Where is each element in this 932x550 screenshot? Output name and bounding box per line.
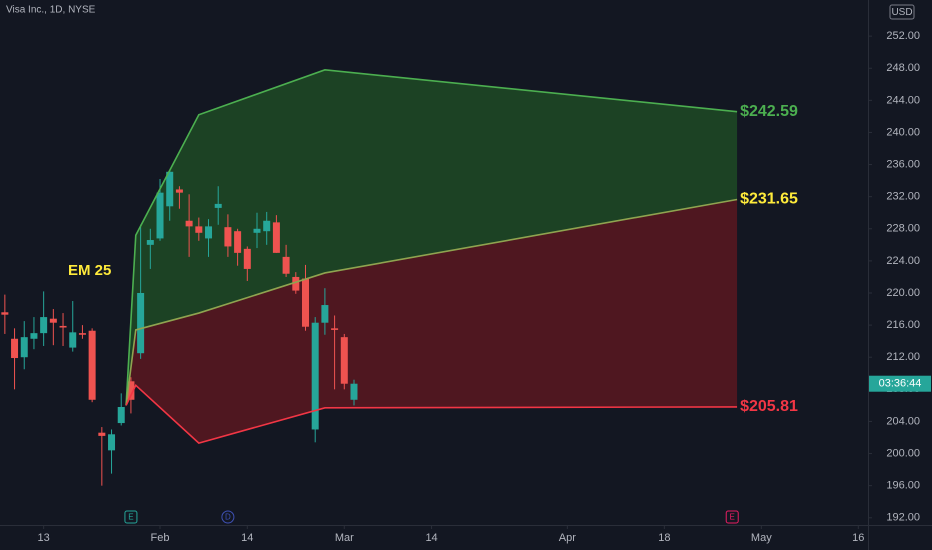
candle-body <box>243 248 251 269</box>
y-tick-label: 196.00 <box>886 480 920 492</box>
x-tick-label: 18 <box>658 532 670 544</box>
x-tick-label: 16 <box>852 532 864 544</box>
candle-body <box>340 337 348 384</box>
currency-box <box>889 4 915 20</box>
candle-body <box>137 293 145 354</box>
candle-body <box>321 305 329 323</box>
event-marker <box>725 510 739 524</box>
candle-body <box>214 203 222 208</box>
y-tick-label: 244.00 <box>886 94 920 106</box>
candle-body <box>40 317 48 334</box>
candle-body <box>59 325 67 328</box>
candle-body <box>127 381 135 400</box>
y-tick-label: 220.00 <box>886 287 920 299</box>
candle-body <box>175 189 183 193</box>
y-tick-label: 248.00 <box>886 62 920 74</box>
y-tick-label: 200.00 <box>886 447 920 459</box>
candle-body <box>78 333 86 335</box>
candle-body <box>166 171 174 207</box>
candle-body <box>234 231 242 253</box>
range-label: $242.59 <box>740 103 798 120</box>
x-tick-label: 13 <box>38 532 50 544</box>
candle-body <box>20 337 28 358</box>
candle-body <box>49 318 57 323</box>
y-tick-label: 232.00 <box>886 191 920 203</box>
candle-body <box>282 256 290 274</box>
y-tick-label: 216.00 <box>886 319 920 331</box>
x-tick-label: 14 <box>425 532 437 544</box>
candle-body <box>156 192 164 239</box>
candle-body <box>98 432 106 436</box>
annotation: EM 25 <box>68 262 111 279</box>
candle-body <box>117 406 125 424</box>
candle-body <box>146 240 154 245</box>
candle-body <box>224 227 232 247</box>
event-label: E <box>730 513 735 522</box>
range-label: $231.65 <box>740 191 798 208</box>
chart-title: Visa Inc., 1D, NYSE <box>6 5 96 16</box>
candle-body <box>195 226 203 233</box>
y-tick-label: 224.00 <box>886 255 920 267</box>
x-tick-label: Feb <box>151 532 170 544</box>
lower-range-fill <box>126 199 738 444</box>
y-tick-label: 204.00 <box>886 415 920 427</box>
event-marker <box>221 510 235 524</box>
candle-body <box>11 338 19 359</box>
x-tick-label: 14 <box>241 532 253 544</box>
x-tick-label: May <box>751 532 772 544</box>
candle-body <box>263 220 271 232</box>
y-tick-label: 228.00 <box>886 223 920 235</box>
candle-body <box>205 226 213 239</box>
candle-body <box>331 328 339 330</box>
range-line <box>125 384 738 445</box>
y-tick-label: 240.00 <box>886 126 920 138</box>
event-label: E <box>128 513 133 522</box>
range-line <box>125 198 738 406</box>
candle-body <box>301 278 309 327</box>
candle-body <box>1 312 9 315</box>
currency: USD <box>891 7 912 18</box>
price-badge <box>869 375 931 392</box>
y-tick-label: 252.00 <box>886 30 920 42</box>
candle-body <box>311 322 319 430</box>
candle-body <box>185 220 193 227</box>
candle-body <box>30 333 38 339</box>
candle-body <box>350 383 358 400</box>
candle-body <box>108 434 116 451</box>
candle-body <box>272 222 280 253</box>
x-tick-label: Mar <box>335 532 354 544</box>
range-line <box>125 69 738 406</box>
price-badge-label: 03:36:44 <box>879 378 922 390</box>
event-marker <box>124 510 138 524</box>
x-tick-label: Apr <box>559 532 576 544</box>
y-tick-label: 192.00 <box>886 512 920 524</box>
upper-range-fill <box>126 69 738 406</box>
y-tick-label: 212.00 <box>886 351 920 363</box>
candle-body <box>88 330 96 400</box>
range-label: $205.81 <box>740 398 798 415</box>
candle-body <box>292 276 300 291</box>
candle-body <box>253 228 261 233</box>
event-label: D <box>225 513 231 522</box>
y-tick-label: 236.00 <box>886 158 920 170</box>
candle-body <box>69 332 77 348</box>
